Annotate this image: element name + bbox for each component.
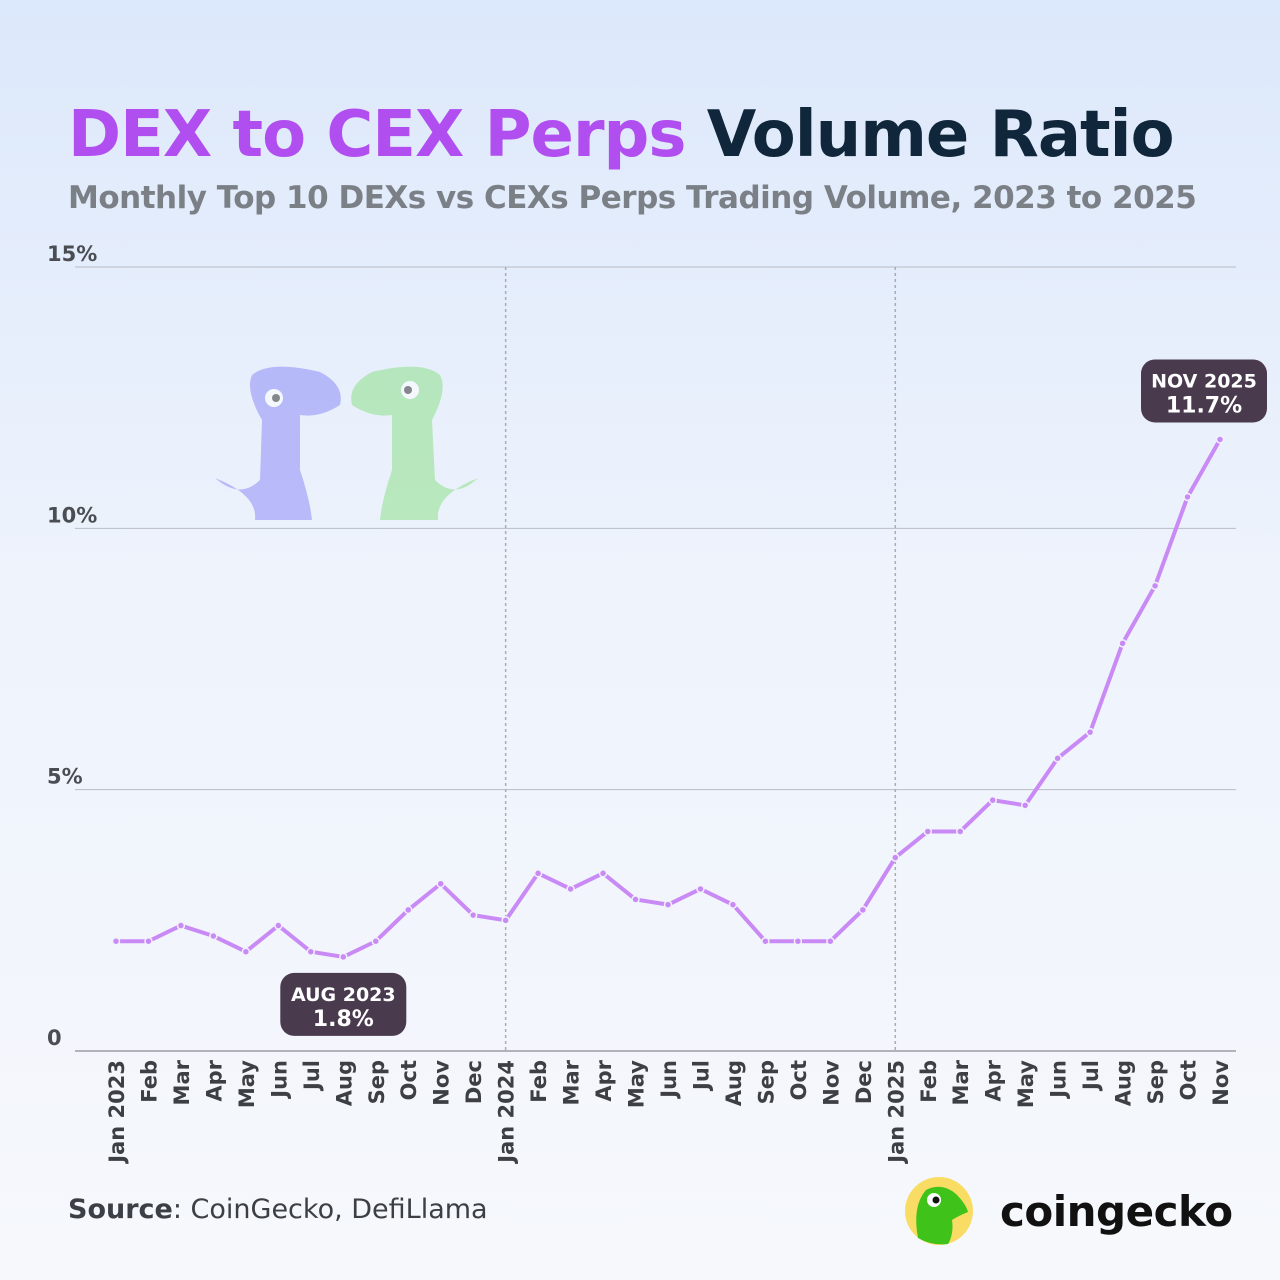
data-point [468,910,478,920]
data-point [209,931,218,941]
data-point [761,936,770,946]
data-point [1053,754,1062,763]
y-tick-label: 0 [47,1026,62,1050]
callout-value: 11.7% [1166,393,1242,418]
x-tick-label: Apr [982,1059,1006,1101]
data-point [306,947,316,956]
green-gecko-mascot [351,366,478,520]
data-point [501,916,510,925]
x-tick-label: Oct [1177,1060,1201,1100]
chart-title: DEX to CEX Perps Volume Ratio [68,98,1175,172]
data-point [144,936,153,946]
data-point [436,879,445,888]
data-point [923,827,933,836]
data-point [241,947,251,956]
data-point [1215,435,1225,444]
x-tick-label: Feb [917,1060,941,1103]
x-tick-label: Jun [657,1060,681,1100]
data-point [663,900,673,909]
x-tick-label: Nov [819,1060,843,1106]
x-tick-label: Dec [852,1060,876,1104]
source-text: : CoinGecko, DefiLlama [172,1194,488,1225]
x-tick-label: Mar [560,1059,584,1105]
x-tick-label: Mar [949,1059,973,1105]
x-tick-label: Dec [462,1060,486,1104]
data-point [371,936,381,946]
x-tick-label: Apr [202,1059,226,1101]
data-point [339,952,348,962]
data-point [826,936,835,946]
data-point [1118,639,1127,648]
data-point [858,905,868,915]
x-tick-label: Nov [430,1060,454,1106]
data-point [403,905,413,915]
data-point [793,936,803,946]
x-tick-label: Sep [365,1060,389,1104]
callout-date: AUG 2023 [291,984,396,1006]
x-tick-label: Feb [137,1060,161,1103]
x-tick-label: Aug [722,1060,746,1106]
data-point [566,884,575,894]
x-tick-label: Sep [1144,1060,1168,1104]
data-point [533,869,543,878]
data-point [955,827,965,836]
data-point [696,884,705,894]
x-tick-label: May [625,1060,649,1108]
callout-value: 1.8% [313,1007,374,1032]
data-point [176,921,186,930]
data-point [1085,727,1095,737]
x-tick-label: Jul [689,1060,713,1092]
x-tick-label: Nov [1209,1060,1233,1106]
y-tick-label: 5% [47,765,83,789]
x-tick-label: Sep [754,1060,778,1104]
x-tick-label: Aug [332,1060,356,1106]
data-point [1150,581,1160,591]
data-point [111,936,121,946]
callout-date: NOV 2025 [1151,370,1257,392]
source-label: Source [68,1194,173,1225]
coingecko-gecko-icon [905,1177,973,1245]
y-tick-label: 10% [47,503,97,527]
x-tick-label: Jun [267,1060,291,1100]
x-tick-label: Feb [527,1060,551,1103]
x-tick-label: Jul [300,1060,324,1092]
x-tick-label: Jan 2023 [105,1060,129,1165]
title-highlight: DEX to CEX Perps [68,98,686,172]
data-point [1183,492,1192,502]
callout-box [1141,359,1267,423]
x-tick-label: May [1014,1060,1038,1108]
y-tick-label: 15% [47,242,97,266]
data-point [598,869,608,878]
x-tick-label: Jul [1079,1060,1103,1092]
data-point [274,921,283,930]
data-point [891,853,900,862]
data-point [631,895,640,904]
title-rest: Volume Ratio [706,98,1175,172]
x-tick-label: Jan 2024 [495,1060,519,1165]
x-tick-label: Jan 2025 [884,1060,908,1165]
purple-gecko-mascot [215,366,341,520]
x-tick-label: Aug [1112,1060,1136,1106]
x-tick-label: Mar [170,1059,194,1105]
callout-box [280,972,407,1036]
chart-subtitle: Monthly Top 10 DEXs vs CEXs Perps Tradin… [68,180,1197,216]
logo-text: coingecko [1000,1186,1233,1236]
x-tick-label: Oct [397,1060,421,1100]
source-note: Source: CoinGecko, DefiLlama [68,1194,488,1225]
data-point [1020,801,1030,810]
mascot-illustration [215,366,478,520]
x-tick-label: May [235,1060,259,1108]
data-point [728,900,738,909]
x-tick-label: Oct [787,1060,811,1100]
x-tick-label: Jun [1047,1060,1071,1100]
data-point [988,795,997,805]
coingecko-logo: coingecko [904,1176,1233,1246]
x-tick-label: Apr [592,1059,616,1101]
